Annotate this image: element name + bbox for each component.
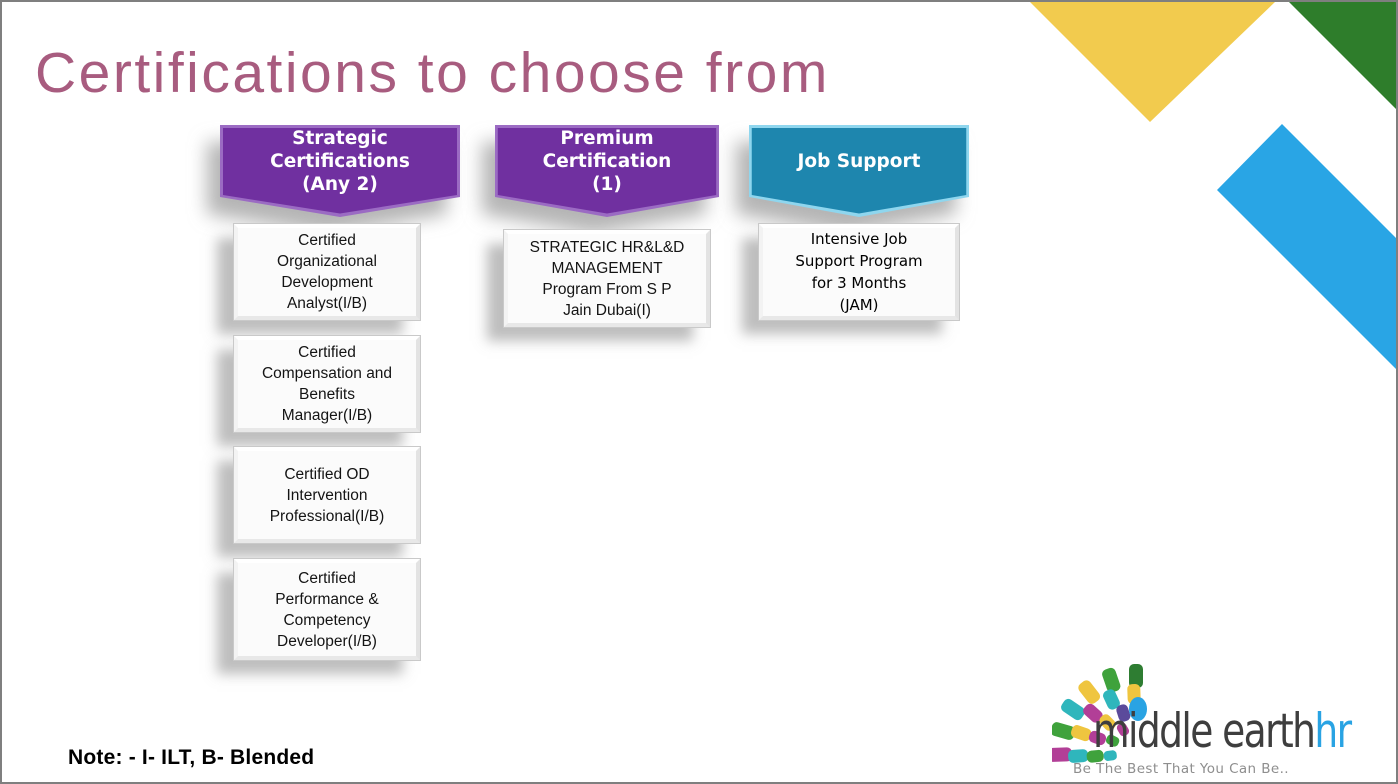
- banner-label: Premium Certification (1): [542, 127, 672, 195]
- chevron-banner-shape: [749, 125, 969, 217]
- globe-blue-dot: [1129, 697, 1147, 721]
- cert-box-job-support-program: Intensive Job Support Program for 3 Mont…: [759, 224, 959, 320]
- banner-job-support: Job Support: [749, 125, 969, 217]
- banner-strategic-certifications: Strategic Certifications (Any 2): [220, 125, 460, 217]
- logo-brand-suffix: hr: [1314, 704, 1352, 759]
- yellow-ribbon-shape: [1030, 2, 1275, 122]
- note-text: Note: - I- ILT, B- Blended: [68, 746, 315, 769]
- chevron-banner-shape: [220, 125, 460, 217]
- middle-earth-globe-icon: [1052, 664, 1147, 763]
- cert-box-label: STRATEGIC HR&L&D MANAGEMENT Program From…: [529, 238, 685, 319]
- cert-box-label: Certified Organizational Development Ana…: [277, 232, 377, 312]
- cert-box-label: Intensive Job Support Program for 3 Mont…: [795, 230, 923, 314]
- cert-box-label: Certified Performance & Competency Devel…: [275, 569, 379, 650]
- middle-earth-hr-logo: middle earthhr Be The Best That You Can …: [1047, 657, 1392, 779]
- logo-wordmark: middle earthhr: [1093, 704, 1352, 759]
- cert-box-od-intervention: Certified OD Intervention Professional(I…: [234, 447, 420, 543]
- cert-box-label: Certified Compensation and Benefits Mana…: [261, 344, 393, 424]
- cert-box-strategic-hr-ld: STRATEGIC HR&L&D MANAGEMENT Program From…: [504, 230, 710, 327]
- banner-premium-certification: Premium Certification (1): [495, 125, 719, 217]
- banner-label: Job Support: [797, 150, 921, 172]
- cert-box-performance-competency: Certified Performance & Competency Devel…: [234, 559, 420, 660]
- cert-box-organizational-development: Certified Organizational Development Ana…: [234, 224, 420, 320]
- cert-box-compensation-benefits: Certified Compensation and Benefits Mana…: [234, 336, 420, 432]
- green-ribbon-shape: [1289, 2, 1396, 109]
- logo-tagline: Be The Best That You Can Be..: [1073, 761, 1289, 777]
- globe-tile-arc: [1052, 664, 1143, 763]
- chevron-banner-shape: [495, 125, 719, 217]
- slide-title: Certifications to choose from: [35, 41, 830, 105]
- blue-ribbon-shape: [1217, 124, 1396, 369]
- cert-box-label: Certified OD Intervention Professional(I…: [269, 465, 385, 525]
- banner-label: Strategic Certifications (Any 2): [270, 127, 410, 195]
- logo-brand: middle earth: [1093, 704, 1316, 759]
